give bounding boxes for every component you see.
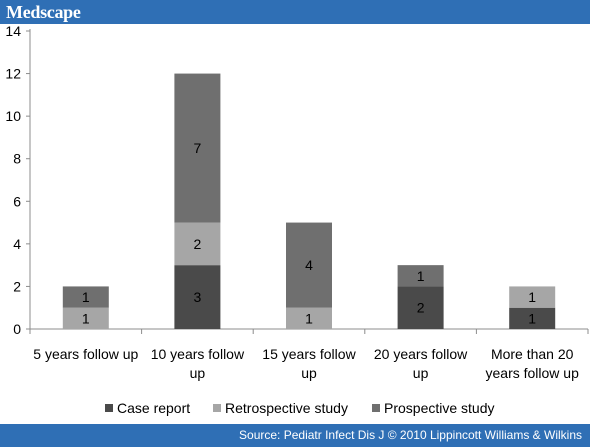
- x-tick-label: years follow up: [486, 365, 580, 381]
- x-tick-label: 20 years follow: [374, 346, 468, 362]
- data-label: 2: [194, 236, 202, 252]
- legend-swatch: [372, 404, 380, 412]
- data-label: 2: [417, 300, 425, 316]
- y-tick-label: 2: [13, 278, 21, 294]
- y-tick-label: 12: [5, 66, 21, 82]
- y-tick-label: 4: [13, 236, 21, 252]
- data-label: 1: [528, 289, 536, 305]
- x-tick-label: More than 20: [491, 346, 574, 362]
- data-label: 7: [194, 140, 202, 156]
- data-label: 1: [417, 268, 425, 284]
- y-tick-label: 14: [5, 23, 21, 39]
- bar-segment: [174, 222, 221, 266]
- legend-label: Retrospective study: [225, 400, 348, 416]
- y-tick-label: 0: [13, 321, 21, 337]
- x-tick-label: up: [190, 365, 206, 381]
- bar-segment: [509, 307, 556, 329]
- source-credit: Source: Pediatr Infect Dis J © 2010 Lipp…: [239, 428, 582, 442]
- x-tick-label: up: [301, 365, 317, 381]
- data-label: 1: [82, 289, 90, 305]
- bar-segment: [286, 222, 332, 308]
- legend-swatch: [105, 404, 113, 412]
- bar-segment: [174, 265, 221, 329]
- bar-segment: [397, 286, 444, 329]
- y-tick-label: 8: [13, 151, 21, 167]
- x-tick-label: 10 years follow: [151, 346, 245, 362]
- data-label: 4: [305, 257, 313, 273]
- y-tick-label: 6: [13, 193, 21, 209]
- bar-segment: [62, 307, 109, 329]
- medscape-logo: Medscape: [6, 2, 81, 22]
- header-bar: Medscape: [0, 0, 590, 24]
- bar-segment: [397, 265, 444, 287]
- data-label: 3: [194, 289, 202, 305]
- bar-segment: [174, 73, 221, 223]
- x-tick-label: 5 years follow up: [33, 346, 138, 362]
- data-label: 1: [305, 310, 313, 326]
- legend-label: Case report: [117, 400, 190, 416]
- y-tick-label: 10: [5, 108, 21, 124]
- data-label: 1: [82, 310, 90, 326]
- legend-swatch: [213, 404, 221, 412]
- bar-segment: [62, 286, 109, 308]
- x-tick-label: 15 years follow: [262, 346, 356, 362]
- bar-segment: [509, 286, 556, 308]
- bar-segment: [286, 307, 332, 329]
- legend-label: Prospective study: [384, 400, 495, 416]
- data-label: 1: [528, 310, 536, 326]
- x-tick-label: up: [413, 365, 429, 381]
- footer-bar: Source: Pediatr Infect Dis J © 2010 Lipp…: [0, 424, 590, 447]
